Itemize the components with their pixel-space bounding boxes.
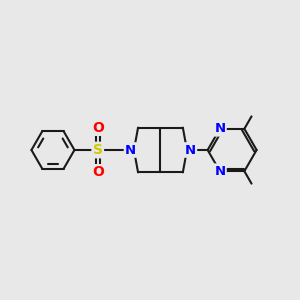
Text: S: S (93, 143, 103, 157)
Text: N: N (125, 143, 136, 157)
Text: O: O (92, 121, 104, 135)
Text: O: O (92, 165, 104, 179)
Text: N: N (214, 165, 225, 178)
Text: N: N (185, 143, 196, 157)
Text: N: N (214, 122, 225, 135)
